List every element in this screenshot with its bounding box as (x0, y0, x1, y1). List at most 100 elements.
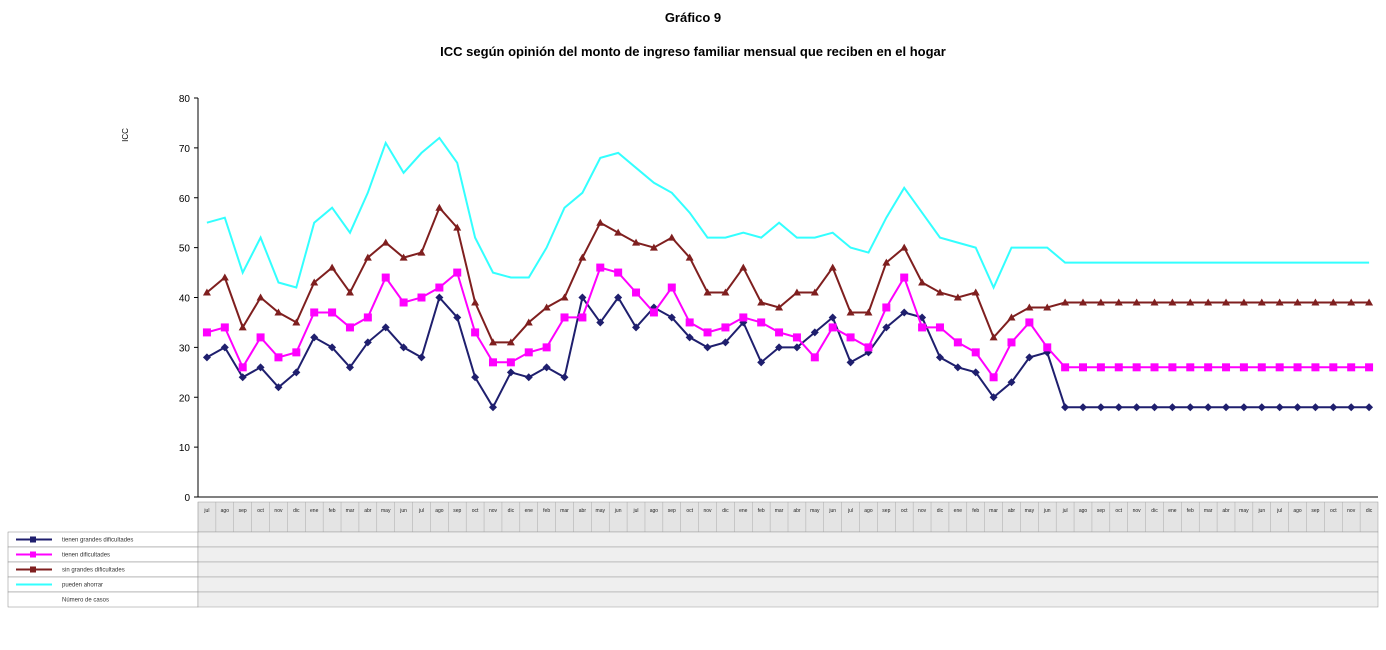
data-point (1025, 303, 1034, 311)
data-point (1257, 363, 1266, 372)
y-axis-label: ICC (121, 128, 130, 142)
data-point (1132, 298, 1141, 306)
data-point (417, 293, 426, 302)
data-point (399, 343, 408, 352)
data-point (1007, 378, 1016, 387)
x-tick-label: feb (972, 508, 979, 514)
data-point (381, 323, 390, 332)
data-point (1061, 403, 1070, 412)
x-tick-label: ago (1293, 508, 1302, 514)
x-tick-label: abr (364, 508, 372, 514)
data-point (1114, 403, 1123, 412)
x-tick-label: abr (1222, 508, 1230, 514)
x-tick-label: nov (274, 508, 283, 514)
data-point (1079, 298, 1087, 306)
data-point (721, 323, 730, 332)
data-point (989, 333, 998, 341)
x-tick-label: sep (668, 508, 676, 514)
data-point (918, 278, 927, 286)
data-point (578, 313, 587, 322)
data-point (238, 323, 247, 331)
data-point (828, 263, 837, 271)
data-point (328, 263, 337, 271)
data-point (363, 313, 372, 322)
x-tick-label: ago (435, 508, 444, 514)
data-point (1186, 403, 1195, 412)
x-tick-label: dic (937, 508, 944, 514)
data-point (1222, 363, 1231, 372)
data-point (953, 363, 962, 372)
x-tick-label: ago (650, 508, 659, 514)
data-point (775, 328, 784, 337)
data-point (220, 343, 229, 352)
data-point (757, 318, 766, 327)
x-tick-label: jun (1043, 508, 1051, 514)
x-tick-label: nov (489, 508, 498, 514)
table-row (197, 576, 1379, 593)
x-tick-label: oct (472, 508, 479, 514)
x-tick-label: ene (954, 508, 963, 514)
data-point (489, 403, 497, 412)
data-point (846, 333, 855, 342)
x-tick-label: oct (686, 508, 693, 514)
data-point (632, 323, 641, 332)
data-point (417, 248, 426, 256)
data-point (1311, 363, 1320, 372)
data-point (792, 333, 801, 342)
data-point (1347, 298, 1356, 306)
legend-entry: Número de casos (62, 598, 109, 604)
data-point (989, 373, 998, 382)
x-tick-label: jul (633, 508, 639, 514)
data-point (596, 318, 605, 327)
y-tick-label: 30 (179, 343, 191, 354)
x-tick-label: ene (739, 508, 748, 514)
x-tick-label: jun (1257, 508, 1265, 514)
data-point (1132, 403, 1141, 412)
data-point (345, 323, 354, 332)
data-point (828, 323, 837, 332)
data-point (202, 328, 211, 337)
data-point (792, 288, 801, 296)
data-point (256, 333, 265, 342)
data-point (775, 303, 784, 311)
data-point (328, 308, 337, 317)
data-point (935, 288, 944, 296)
data-point (971, 348, 980, 357)
data-point (1204, 403, 1213, 412)
data-point (649, 308, 658, 317)
data-point (238, 373, 247, 382)
data-point (1293, 298, 1302, 306)
data-point (1329, 298, 1338, 306)
data-point (1150, 298, 1159, 306)
data-point (292, 348, 301, 357)
y-tick-label: 40 (179, 294, 191, 305)
table-row (197, 531, 1379, 548)
data-point (542, 343, 551, 352)
y-tick-label: 0 (184, 493, 190, 504)
data-point (685, 318, 694, 327)
data-point (1043, 303, 1052, 311)
data-point (310, 278, 319, 286)
x-tick-label: jul (1062, 508, 1068, 514)
x-tick-label: oct (257, 508, 264, 514)
data-point (524, 318, 533, 326)
data-point (989, 393, 998, 402)
data-point (828, 313, 837, 322)
data-point (953, 293, 962, 301)
x-tick-label: mar (1204, 508, 1213, 514)
data-point (1168, 298, 1177, 306)
x-tick-label: dic (293, 508, 300, 514)
data-point (1239, 363, 1248, 372)
data-point (506, 338, 515, 346)
x-tick-label: mar (775, 508, 784, 514)
x-tick-label: jul (418, 508, 424, 514)
data-point (864, 343, 873, 352)
data-point (846, 358, 855, 367)
data-point (685, 333, 694, 342)
data-point (1222, 298, 1231, 306)
data-point (953, 338, 962, 347)
data-point (560, 313, 569, 322)
data-point (471, 298, 480, 306)
data-point (721, 338, 730, 347)
